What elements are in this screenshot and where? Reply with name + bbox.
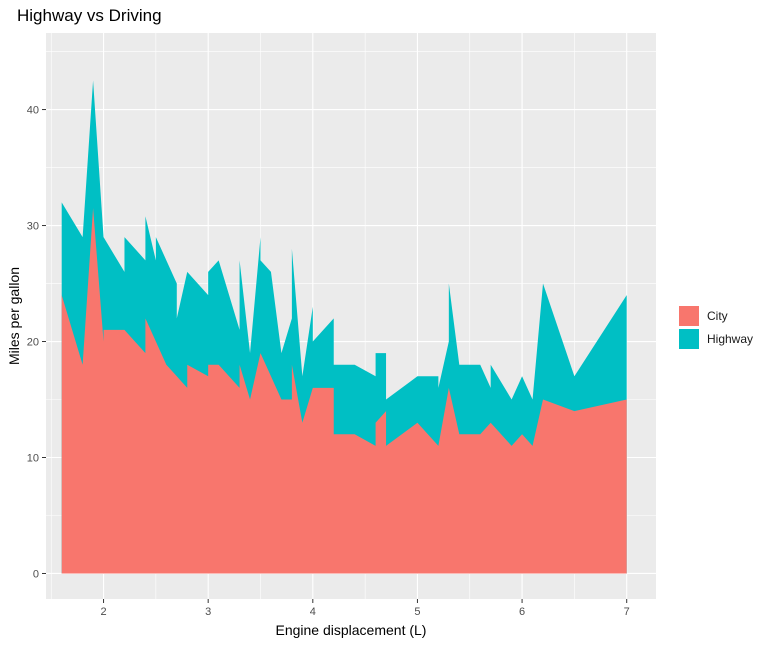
y-tick-label: 20 <box>27 337 39 349</box>
x-tick-label: 2 <box>100 606 106 618</box>
x-axis-title: Engine displacement (L) <box>276 622 427 638</box>
legend-key-highway <box>679 328 699 349</box>
legend-item-city: City <box>679 304 753 327</box>
legend: City Highway <box>679 304 753 350</box>
chart-title: Highway vs Driving <box>17 6 162 25</box>
x-tick-label: 4 <box>310 606 316 618</box>
y-tick-label: 30 <box>27 221 39 233</box>
y-tick-label: 0 <box>33 568 39 580</box>
x-tick-label: 5 <box>414 606 420 618</box>
y-tick-label: 10 <box>27 453 39 465</box>
legend-item-highway: Highway <box>679 327 753 350</box>
legend-label-city: City <box>707 308 728 323</box>
x-tick-label: 3 <box>205 606 211 618</box>
x-tick-label: 6 <box>519 606 525 618</box>
legend-key-city <box>679 305 699 326</box>
x-tick-label: 7 <box>624 606 630 618</box>
area-layer <box>61 80 627 574</box>
y-axis-title: Miles per gallon <box>6 267 22 365</box>
legend-label-highway: Highway <box>707 331 754 346</box>
y-tick-label: 40 <box>27 105 39 117</box>
area-city <box>61 208 627 574</box>
axes: 2 3 4 5 6 7 0 10 20 30 40 <box>27 105 630 618</box>
